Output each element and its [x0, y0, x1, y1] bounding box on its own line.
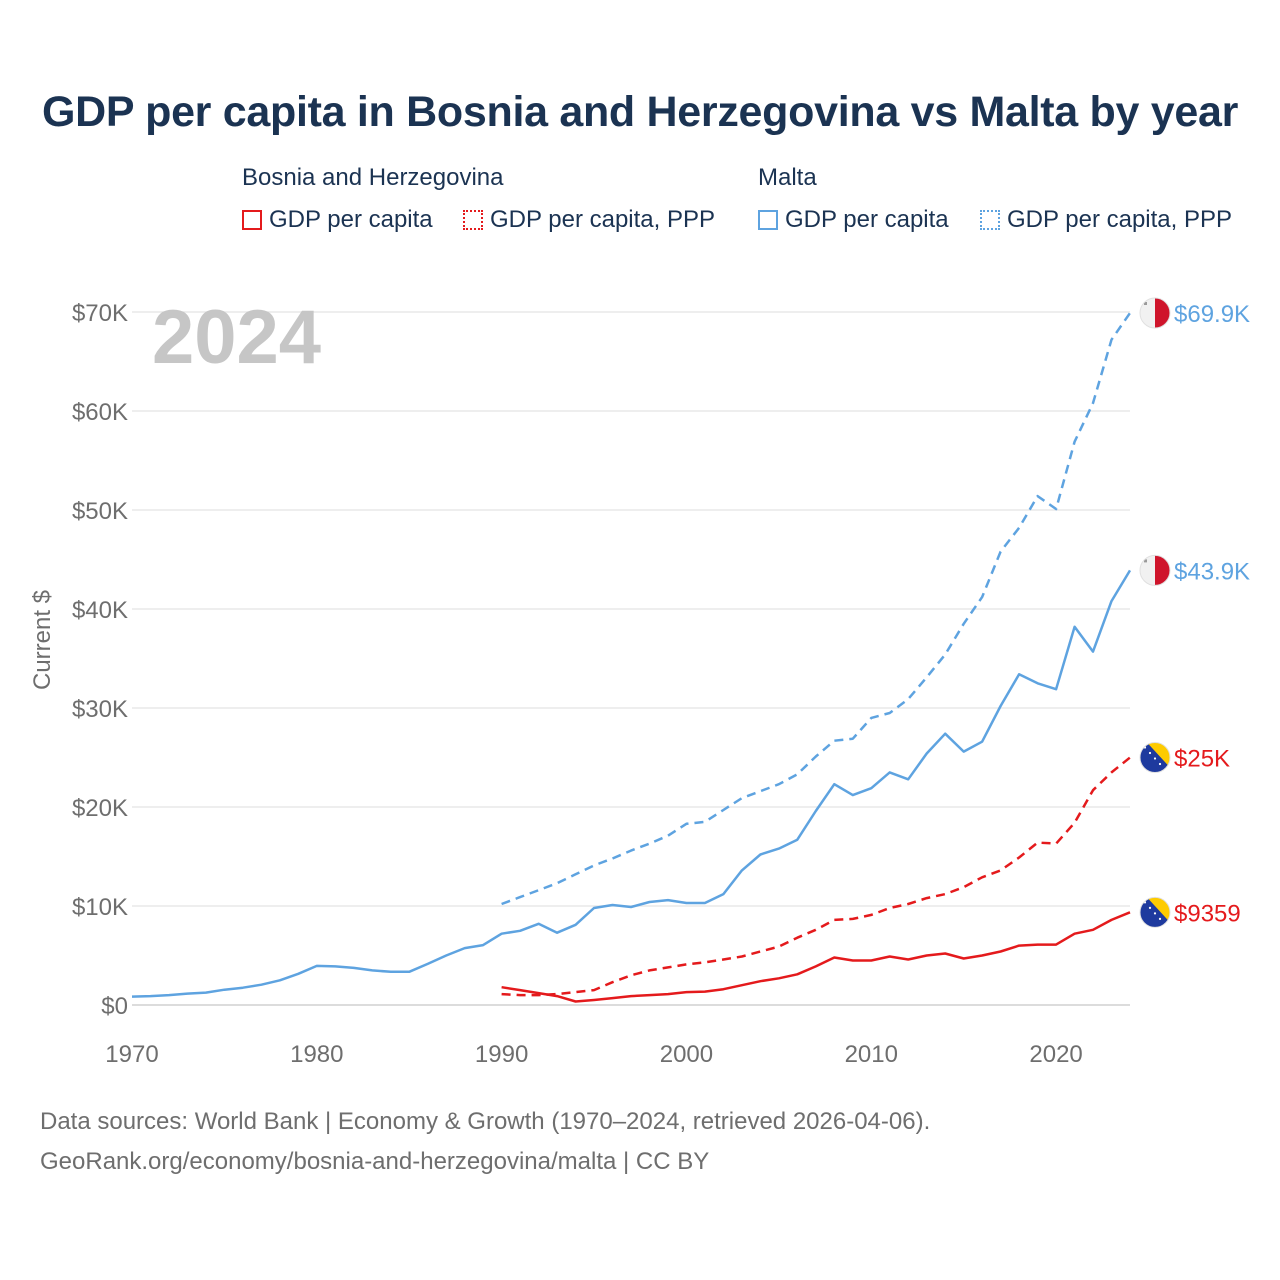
legend-swatch-dotted [980, 210, 1000, 230]
x-tick-label: 2000 [660, 1041, 713, 1068]
series-end-label: $9359 [1174, 900, 1241, 927]
legend-group-bosnia: Bosnia and Herzegovina [242, 164, 504, 191]
series-line [501, 756, 1131, 997]
footer-link[interactable]: GeoRank.org/economy/bosnia-and-herzegovi… [40, 1148, 710, 1175]
series-end-label: $25K [1174, 746, 1230, 773]
y-tick-label: $30K [72, 696, 128, 723]
legend-swatch-solid [758, 210, 778, 230]
series-line [131, 569, 1132, 998]
footer-sources: Data sources: World Bank | Economy & Gro… [40, 1108, 931, 1135]
bosnia-flag-icon [1140, 897, 1170, 928]
x-tick-label: 2020 [1029, 1041, 1082, 1068]
legend-group-malta: Malta [758, 164, 817, 191]
series-line [501, 312, 1132, 906]
series-end-marker [1139, 297, 1171, 329]
legend-item-malta-gdp[interactable]: GDP per capita [758, 205, 949, 235]
x-tick-label: 1980 [290, 1041, 343, 1068]
series-end-label: $43.9K [1174, 558, 1250, 585]
legend-label: GDP per capita, PPP [490, 206, 715, 233]
malta-flag-icon [1140, 297, 1170, 328]
series-end-label: $69.9K [1174, 301, 1250, 328]
y-tick-label: $0 [101, 993, 128, 1020]
y-tick-label: $40K [72, 597, 128, 624]
legend-swatch-dotted [463, 210, 483, 230]
y-tick-label: $50K [72, 498, 128, 525]
legend-label: GDP per capita, PPP [1007, 206, 1232, 233]
legend-swatch-solid [242, 210, 262, 230]
x-tick-label: 2010 [845, 1041, 898, 1068]
legend-label: GDP per capita [785, 206, 949, 233]
series-line [501, 911, 1131, 1003]
year-watermark: 2024 [152, 295, 321, 380]
series-end-marker [1139, 554, 1171, 586]
y-axis-label: Current $ [29, 590, 56, 690]
legend-item-bosnia-gdp[interactable]: GDP per capita [242, 205, 433, 235]
legend-item-malta-gdp-ppp[interactable]: GDP per capita, PPP [980, 205, 1232, 235]
legend-item-bosnia-gdp-ppp[interactable]: GDP per capita, PPP [463, 205, 715, 235]
bosnia-flag-icon [1140, 742, 1170, 773]
y-tick-label: $60K [72, 399, 128, 426]
x-tick-label: 1970 [105, 1041, 158, 1068]
x-tick-label: 1990 [475, 1041, 528, 1068]
series-end-marker [1139, 896, 1171, 928]
chart-title: GDP per capita in Bosnia and Herzegovina… [41, 88, 1239, 136]
malta-flag-icon [1140, 555, 1170, 586]
legend-label: GDP per capita [269, 206, 433, 233]
y-tick-label: $20K [72, 795, 128, 822]
y-tick-label: $10K [72, 894, 128, 921]
series-end-marker [1139, 742, 1171, 773]
y-tick-label: $70K [72, 300, 128, 327]
